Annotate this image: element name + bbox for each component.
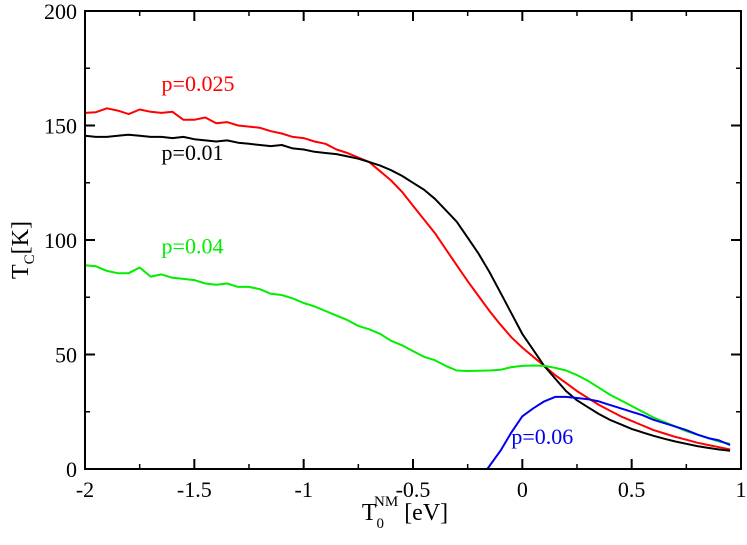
x-tick-label: 0.5 — [618, 477, 646, 502]
x-tick-label: -1.5 — [177, 477, 212, 502]
y-tick-label: 150 — [44, 114, 77, 139]
x-tick-label: 1 — [736, 477, 747, 502]
series-line-1 — [84, 133, 731, 452]
y-axis-title: TC[K] — [8, 221, 38, 279]
series-label-2: p=0.04 — [162, 234, 224, 259]
series-layer — [84, 107, 731, 470]
x-tick-label: -2 — [76, 477, 94, 502]
series-label-1: p=0.01 — [162, 140, 224, 165]
ticks-layer: -2 -1.5 -1 -0.5 0 0.5 1 0 50 100 150 200 — [44, 0, 747, 502]
y-tick-label: 50 — [55, 343, 77, 368]
series-label-0: p=0.025 — [162, 71, 235, 96]
y-tick-label: 100 — [44, 228, 77, 253]
x-tick-label: -0.5 — [396, 477, 431, 502]
series-line-0 — [84, 107, 731, 451]
y-tick-label: 200 — [44, 0, 77, 24]
series-label-3: p=0.06 — [511, 424, 573, 449]
y-tick-label: 0 — [66, 457, 77, 482]
series-line-3 — [486, 395, 731, 470]
series-labels: p=0.025 p=0.01 p=0.04 p=0.06 — [162, 71, 574, 449]
x-axis-title: T0NM [eV] — [362, 494, 448, 532]
series-line-2 — [84, 264, 731, 445]
x-tick-label: -1 — [295, 477, 313, 502]
x-tick-label: 0 — [517, 477, 528, 502]
